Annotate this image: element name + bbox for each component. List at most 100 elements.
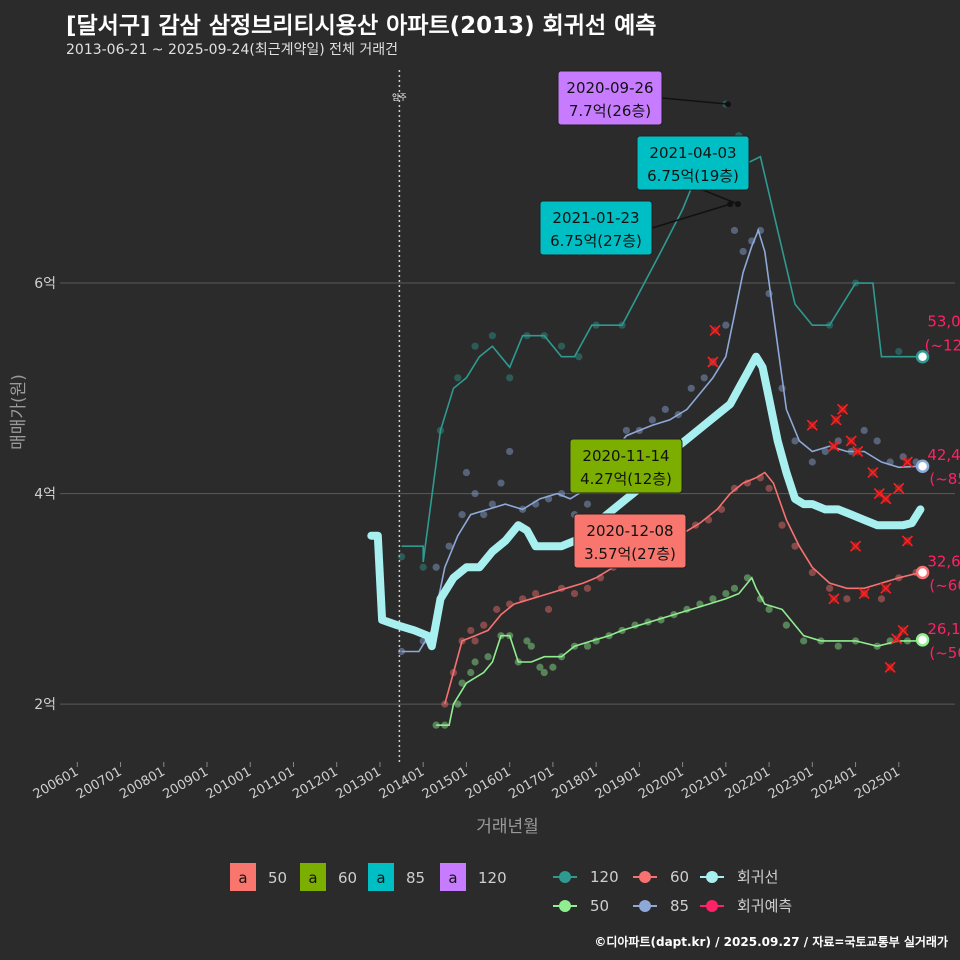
x-tick-label-11: 201701 [506,764,556,802]
x-tick-label-9: 201501 [420,764,470,802]
point-50-33 [782,621,790,629]
point-85-21 [648,416,656,424]
x-tick-label-10: 201601 [463,764,513,802]
x-tick-label-18: 202401 [809,764,859,802]
prediction-mark-7 [852,445,864,458]
point-60-9 [532,589,540,598]
legend-fill-label-1: 60 [338,869,357,887]
point-60-28 [791,542,799,550]
prediction-mark-14 [901,535,914,547]
y-tick-label-1: 4억 [34,487,56,503]
prediction-mark-20 [897,624,909,636]
point-120-4 [471,342,479,350]
point-85-29 [739,247,747,256]
prediction-mark-4 [837,403,849,415]
callout-date-3: 2020-11-14 [582,447,669,465]
point-120-3 [454,374,462,382]
point-120-18 [895,347,903,356]
point-50-11 [527,642,535,650]
x-tick-label-0: 200601 [31,764,81,802]
legend-fill-letter-3: a [448,869,457,887]
point-50-34 [800,637,808,645]
callout-0: 2020-09-26 7.7억(26층) [557,70,732,126]
move-in-marker: 입주 [392,70,407,762]
end-unit-2: (~60㎡) [929,577,960,595]
x-tick-label-1: 200701 [74,764,124,802]
x-tick-label-15: 202101 [679,764,729,802]
point-85-39 [860,426,868,435]
point-85-7 [480,511,488,519]
end-unit-1: (~85㎡) [929,470,960,488]
callout-price-2: 6.75억(27층) [550,232,642,250]
point-60-31 [843,595,851,603]
legend-color-label-5: 회귀예측 [737,897,792,915]
point-60-29 [808,568,816,577]
point-85-9 [497,479,505,487]
callout-date-4: 2020-12-08 [586,522,673,540]
prediction-mark-0 [707,356,719,368]
legend-color-item-4: 85 [633,897,689,915]
point-50-10 [523,637,531,645]
end-unit-3: (~50㎡) [929,644,960,662]
callout-3: 2020-11-14 4.27억(12층) [569,438,683,494]
move-in-label: 입주 [392,93,407,102]
prediction-mark-13 [849,540,862,552]
legend-fill-item-50: a 50 [230,863,287,891]
legend-fill-letter-2: a [376,869,385,887]
prediction-mark-6 [845,435,857,447]
callout-price-1: 6.75억(19층) [647,167,739,185]
chart-subtitle: 2013-06-21 ~ 2025-09-24(최근계약일) 전체 거래건 [66,42,398,58]
end-labels: 53,000 (~120㎡) 42,475 (~85㎡) 32,667 (~60㎡) 26,… [915,313,960,662]
point-50-29 [730,584,739,592]
x-tick-label-4: 201001 [204,764,254,802]
point-50-2 [454,700,462,708]
point-85-22 [661,405,669,413]
point-85-10 [506,447,514,456]
grid-lines [60,282,955,705]
point-85-0 [397,647,406,656]
legend-fill-item-60: a 60 [300,863,357,891]
point-60-26 [765,484,773,492]
prediction-mark-1 [709,324,721,336]
point-120-10 [575,353,583,361]
legend-color-label-1: 60 [670,868,689,886]
legend-color-label-0: 120 [590,868,619,886]
end-value-0: 53,000 [927,313,960,331]
credit-text: ©디아파트(dapt.kr) / 2025.09.27 / 자료=국토교통부 실… [594,935,948,949]
callout-date-2: 2021-01-23 [552,209,639,227]
point-85-24 [687,384,695,392]
x-axis-label: 거래년월 [476,817,539,837]
point-120-9 [557,342,566,350]
point-85-27 [722,321,730,329]
legend-color-label-4: 85 [670,897,689,915]
legend-color-item-5: 회귀예측 [700,897,792,915]
point-120-5 [488,332,496,340]
point-85-8 [488,500,496,508]
point-85-28 [730,226,739,235]
end-value-3: 26,117 [927,620,960,638]
legend-color-item-0: 120 [553,868,619,886]
legend-fill-letter-1: a [308,869,317,887]
callout-4: 2020-12-08 3.57억(27층) [573,513,687,569]
point-85-4 [458,511,466,519]
point-60-13 [583,584,592,592]
legend-fill-label-2: 85 [406,869,425,887]
point-50-14 [549,663,557,671]
prediction-mark-18 [884,661,896,673]
x-tick-label-5: 201101 [247,764,297,802]
point-120-6 [506,374,514,382]
point-60-5 [480,621,488,629]
end-marker-3 [915,633,930,647]
point-85-3 [445,542,453,550]
point-60-12 [570,589,579,598]
point-60-27 [778,521,786,529]
chart-title: [달서구] 감삼 삼정브리티시용산 아파트(2013) 회귀선 예측 [66,13,657,39]
point-85-25 [700,374,708,382]
point-50-28 [722,589,730,598]
prediction-mark-16 [858,588,870,600]
legend-fill-label-0: 50 [268,869,287,887]
x-tick-label-8: 201401 [377,764,427,802]
y-tick-label-0: 2억 [34,697,56,713]
x-tick-label-3: 200901 [161,764,211,802]
point-85-34 [791,437,799,445]
